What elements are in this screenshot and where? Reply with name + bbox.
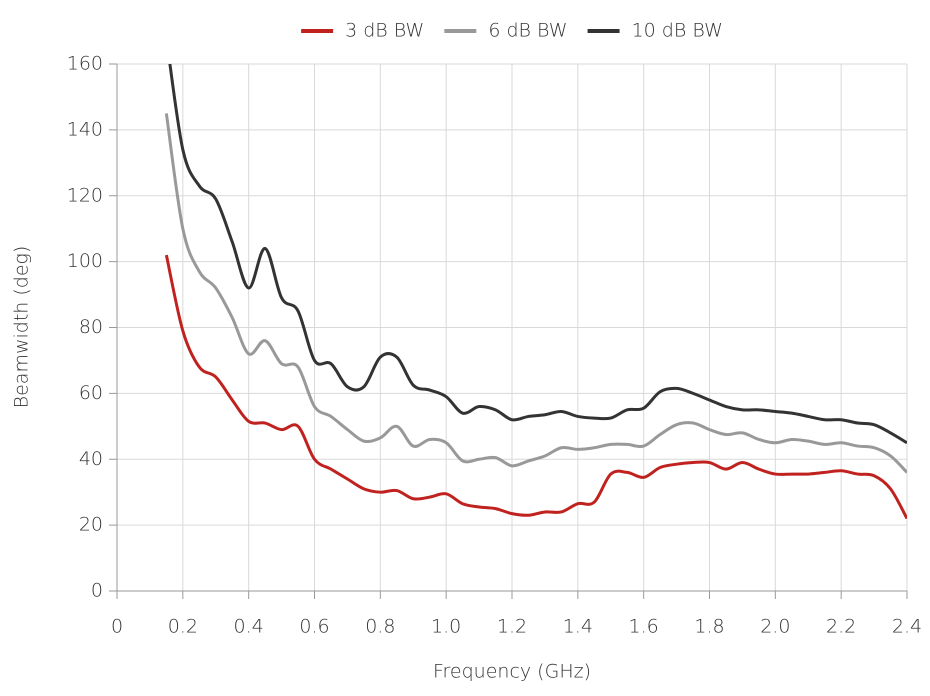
legend-label: 10 dB BW [632,20,723,42]
x-tick-label: 1.4 [563,616,593,638]
y-axis-title: Beamwidth (deg) [11,246,33,409]
line [164,254,907,520]
x-tick-label: 2.4 [892,616,922,638]
y-tick-label: 80 [79,316,103,338]
y-tick-label: 100 [67,250,103,272]
x-tick-label: 2.0 [760,616,790,638]
x-tick-label: 0.8 [365,616,395,638]
x-tick-label: 0 [111,616,123,638]
y-tick-label: 140 [67,118,103,140]
legend-label: 3 dB BW [345,20,424,42]
x-axis-title: Frequency (GHz) [433,661,591,683]
x-tick-label: 1.2 [497,616,527,638]
x-tick-label: 0.2 [168,616,198,638]
legend-item: 6 dB BW [444,20,568,42]
x-tick-label: 1.8 [694,616,724,638]
x-tick-label: 0.6 [299,616,329,638]
legend: 3 dB BW 6 dB BW 10 dB BW [301,20,723,42]
legend-label: 6 dB BW [488,20,567,42]
y-tick-label: 0 [91,580,103,602]
line [164,113,907,474]
y-tick-label: 20 [79,514,103,536]
x-tick-label: 1.6 [629,616,659,638]
y-tick-label: 120 [67,184,103,206]
y-tick-label: 160 [67,53,103,75]
x-tick-label: 1.0 [431,616,461,638]
legend-item: 10 dB BW [587,20,723,42]
x-tick-label: 2.2 [826,616,856,638]
x-tick-label: 0.4 [234,616,264,638]
line [168,64,907,445]
y-tick-label: 40 [79,448,103,470]
y-tick-label: 60 [79,382,103,404]
legend-item: 3 dB BW [301,20,424,42]
